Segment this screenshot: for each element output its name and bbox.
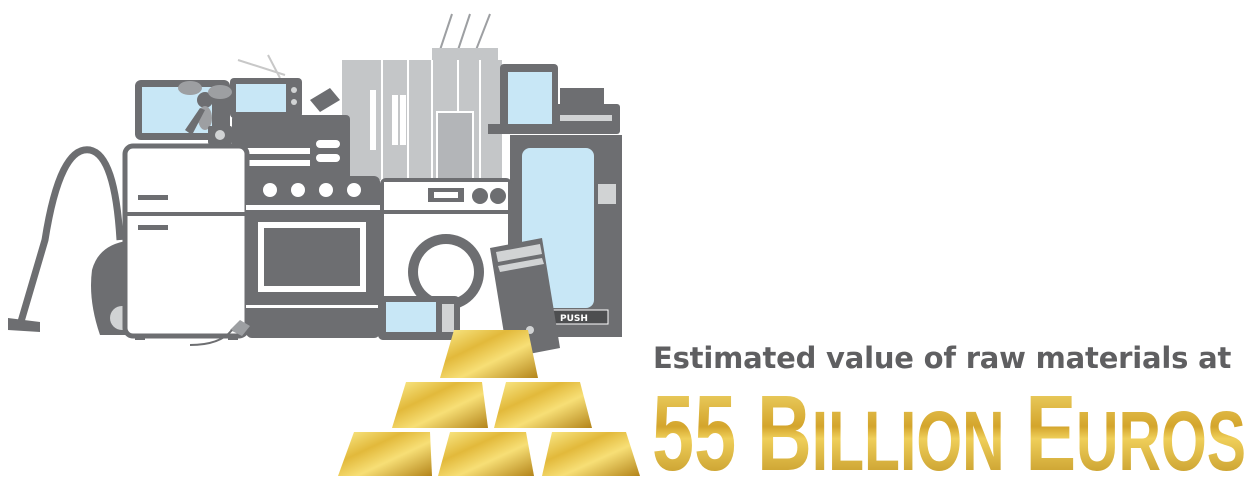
headline-text: 55 BILLION EUROS: [652, 382, 1246, 478]
gold-bars-icon: [338, 330, 640, 476]
fan-icon: [178, 81, 232, 135]
appliance-panel: [232, 88, 350, 183]
stove-oven-icon: [246, 176, 380, 338]
server-cabinet-icon: [342, 48, 502, 181]
monitor-icon: [488, 64, 558, 134]
pc-tower-icon: [490, 238, 560, 358]
vending-label: PUSH: [560, 314, 588, 324]
cable-icon: [189, 320, 250, 346]
antenna-icon: [237, 13, 491, 79]
printer-icon: [552, 88, 620, 134]
refrigerator-icon: [122, 143, 250, 340]
subtitle: Estimated value of raw materials at: [653, 341, 1232, 375]
headline: 55 BILLION EUROS: [652, 382, 1246, 478]
television-icon: [230, 78, 302, 118]
microwave-icon: [378, 296, 460, 340]
vacuum-cleaner-icon: [8, 146, 140, 335]
camera-icon: [208, 126, 232, 144]
